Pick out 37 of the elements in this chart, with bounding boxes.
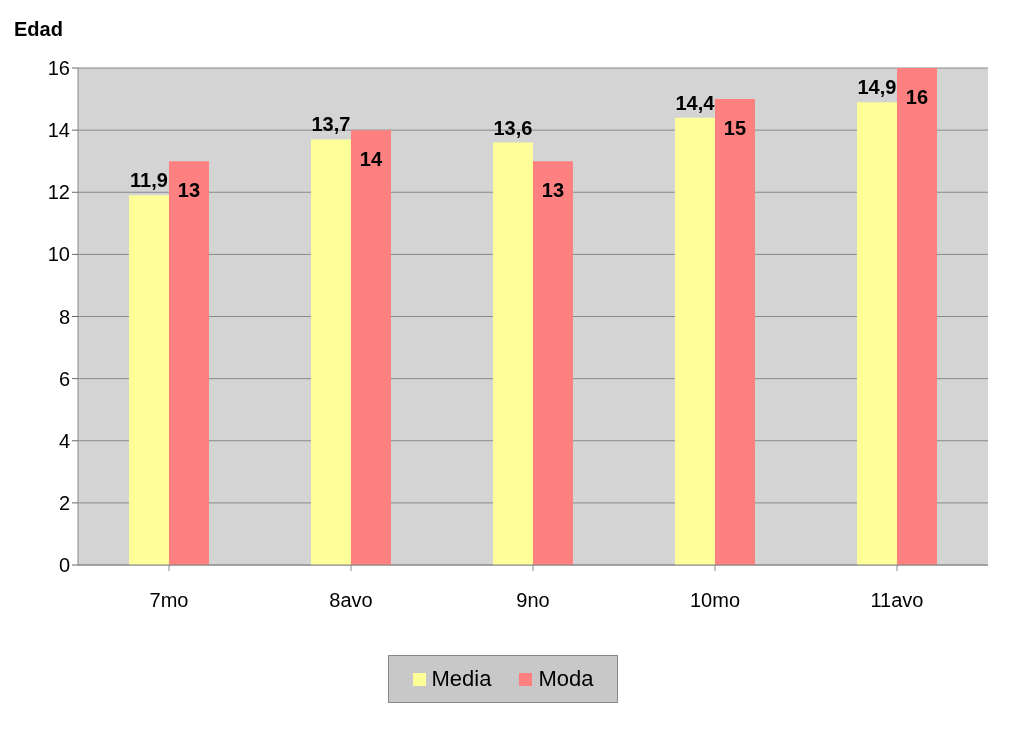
legend-label: Moda — [537, 666, 594, 692]
x-tick-label: 11avo — [870, 589, 924, 612]
data-label: 13 — [541, 179, 565, 202]
y-tick-label: 16 — [47, 57, 70, 80]
y-tick-label: 0 — [58, 554, 70, 577]
bar — [310, 139, 351, 565]
y-tick-label: 10 — [47, 243, 70, 266]
bar — [532, 161, 573, 565]
y-axis-title: Edad — [14, 18, 63, 41]
bar — [896, 68, 937, 565]
y-tick-label: 6 — [58, 367, 70, 390]
legend-label: Media — [430, 666, 492, 692]
data-label: 11,9 — [130, 169, 168, 192]
data-label: 14 — [359, 148, 383, 171]
data-label: 13 — [177, 179, 201, 202]
data-label: 13,6 — [493, 116, 533, 139]
y-tick-label: 14 — [47, 119, 70, 142]
bar — [168, 161, 209, 565]
bar — [856, 102, 897, 565]
bar — [128, 195, 169, 565]
x-tick-label: 7mo — [149, 589, 189, 612]
x-tick-label: 8avo — [329, 589, 373, 612]
data-label: 14,4 — [675, 91, 716, 114]
data-label: 13,7 — [311, 113, 351, 136]
bar — [350, 130, 391, 565]
y-tick-label: 12 — [47, 181, 70, 204]
x-tick-label: 9no — [516, 589, 550, 612]
data-label: 16 — [905, 86, 929, 109]
y-tick-label: 4 — [58, 429, 70, 452]
bar — [674, 117, 715, 565]
y-tick-label: 8 — [58, 305, 70, 328]
bar — [492, 142, 533, 565]
bar — [714, 99, 755, 565]
data-label: 15 — [723, 117, 747, 140]
data-label: 14,9 — [857, 76, 897, 99]
y-tick-label: 2 — [58, 491, 70, 514]
x-tick-label: 10mo — [689, 589, 741, 612]
